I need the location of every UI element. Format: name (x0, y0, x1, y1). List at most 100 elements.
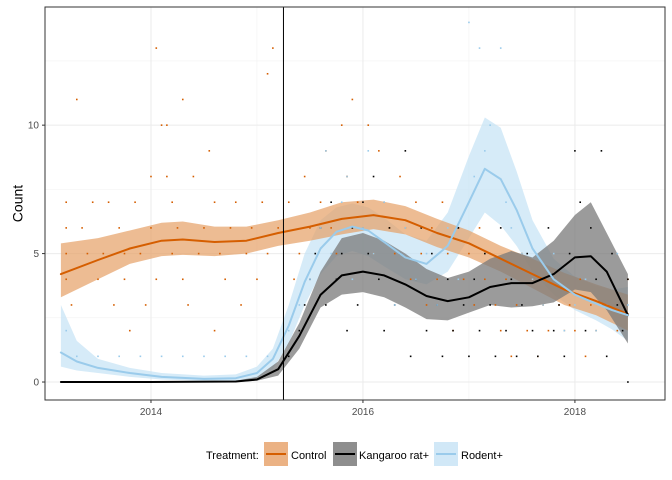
data-point (128, 329, 131, 332)
data-point (563, 329, 566, 332)
data-point (393, 304, 396, 306)
confidence-ribbons (60, 117, 628, 383)
data-point (383, 329, 385, 332)
data-point (431, 227, 433, 229)
data-point (531, 278, 534, 281)
data-point (537, 355, 539, 358)
data-point (409, 278, 412, 281)
data-point (505, 201, 507, 204)
y-tick-label: 5 (33, 249, 39, 260)
data-point (123, 278, 126, 281)
data-point (494, 355, 497, 358)
data-point (75, 98, 78, 101)
data-point (155, 278, 158, 281)
data-point (181, 355, 184, 358)
data-point (335, 252, 338, 255)
data-point (303, 304, 306, 306)
data-point (478, 227, 481, 229)
data-point (611, 252, 613, 255)
data-point (367, 252, 370, 255)
data-point (388, 227, 391, 229)
data-point (65, 252, 67, 255)
data-point (330, 227, 332, 229)
smooth-line-control (59, 214, 629, 315)
data-point (499, 47, 502, 49)
data-point (187, 304, 189, 306)
data-point (362, 227, 364, 229)
data-point (584, 278, 587, 281)
smooth-line-kangaroo-rat- (59, 255, 629, 383)
data-point (462, 304, 465, 306)
data-point (97, 278, 99, 281)
data-point (65, 227, 67, 229)
data-point (213, 329, 216, 332)
data-point (563, 355, 566, 358)
data-point (436, 278, 438, 281)
x-tick-label: 2014 (140, 407, 163, 418)
data-point (552, 329, 555, 332)
data-point (266, 252, 269, 255)
legend-label: Kangaroo rat+ (359, 450, 429, 462)
data-point (325, 304, 327, 306)
ribbon-kangaroo-rat- (60, 202, 628, 383)
data-point (330, 201, 332, 204)
data-point (568, 304, 571, 306)
data-point (224, 355, 226, 358)
data-point (510, 227, 513, 229)
legend-title: Treatment: (206, 450, 259, 462)
x-axis: 2014 2016 2018 (140, 400, 587, 418)
data-point (81, 227, 83, 229)
data-point (595, 278, 597, 281)
data-point (574, 150, 576, 152)
data-point (245, 355, 248, 358)
data-point (144, 304, 147, 306)
y-axis-title: Count (10, 185, 26, 222)
data-point (446, 252, 449, 255)
data-point (309, 278, 311, 281)
data-point (356, 201, 359, 204)
data-point (372, 175, 375, 178)
legend: Treatment: Control Kangaroo rat+ Rodent+ (206, 442, 503, 466)
data-point (383, 201, 385, 204)
data-point (568, 252, 571, 255)
data-point (224, 278, 226, 281)
data-point (266, 355, 269, 358)
data-point (510, 278, 513, 281)
data-point (155, 47, 158, 49)
data-point (627, 381, 629, 383)
data-point (346, 329, 348, 332)
data-point (293, 278, 295, 281)
data-point (340, 201, 343, 204)
smooth-lines (59, 167, 629, 383)
data-point (499, 227, 502, 229)
x-tick-label: 2016 (352, 407, 375, 418)
data-point (266, 72, 269, 75)
data-point (325, 150, 327, 152)
data-point (584, 355, 587, 358)
data-point (70, 304, 73, 306)
data-point (118, 227, 120, 229)
smooth-line-rodent- (59, 167, 629, 380)
data-point (473, 304, 476, 306)
data-point (367, 150, 370, 152)
data-point (489, 304, 491, 306)
data-point (425, 304, 428, 306)
data-point (457, 227, 460, 229)
data-point (176, 227, 179, 229)
data-point (261, 201, 264, 204)
data-point (203, 355, 205, 358)
data-point (616, 252, 619, 255)
x-tick-label: 2018 (564, 407, 587, 418)
data-point (166, 124, 168, 126)
data-point (616, 329, 619, 332)
data-point (272, 47, 274, 49)
data-point (356, 304, 359, 306)
data-point (393, 252, 396, 255)
data-point (510, 355, 513, 358)
data-point (404, 227, 407, 229)
data-point (160, 124, 163, 126)
data-point (431, 252, 433, 255)
data-point (123, 252, 126, 255)
data-point (181, 278, 184, 281)
data-point (468, 355, 470, 358)
